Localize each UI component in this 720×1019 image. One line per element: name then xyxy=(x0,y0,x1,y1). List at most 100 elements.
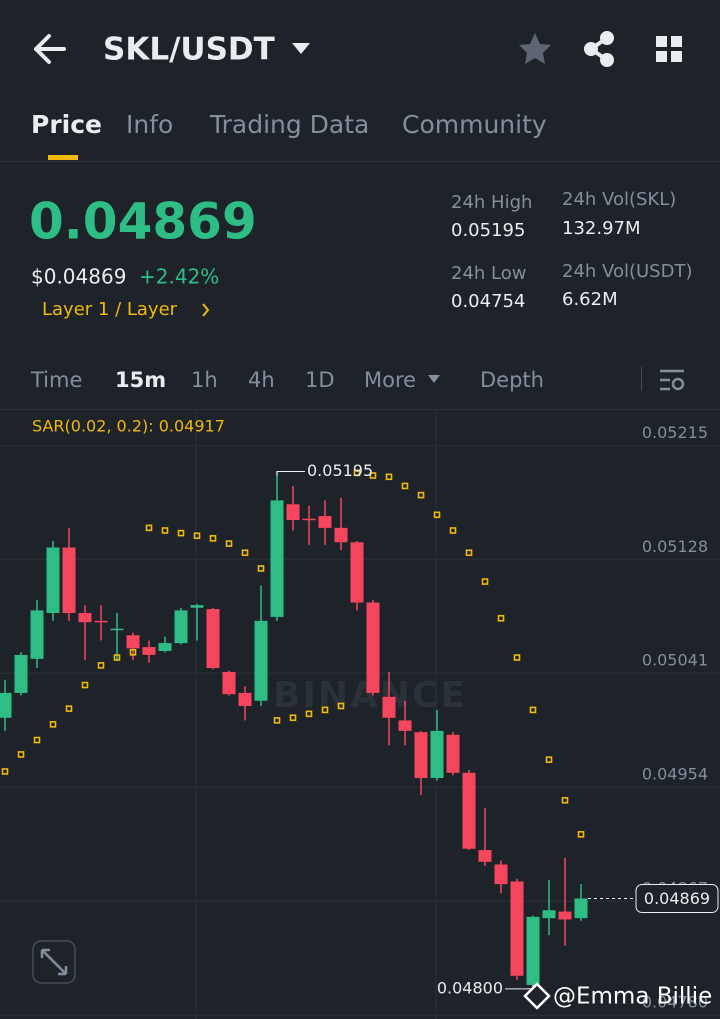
tab[interactable]: Community xyxy=(402,110,547,139)
tab[interactable]: Trading Data xyxy=(209,110,369,139)
sar-dot xyxy=(561,796,569,804)
candle-body xyxy=(542,910,556,919)
tab[interactable]: Price xyxy=(31,110,102,139)
candle-body xyxy=(254,620,268,701)
stat-value: 0.05195 xyxy=(451,220,525,241)
sar-dot xyxy=(145,524,153,532)
credit-logo xyxy=(523,982,551,1010)
candle-body xyxy=(94,620,108,623)
sar-dot xyxy=(577,831,585,838)
favorite-icon[interactable] xyxy=(519,33,551,64)
price-change: +2.42% xyxy=(139,265,219,289)
sar-dot xyxy=(81,681,89,689)
pair-title[interactable]: SKL/USDT xyxy=(103,32,275,68)
candle-body xyxy=(462,772,476,849)
candle-body xyxy=(350,542,364,603)
candle-body xyxy=(398,720,412,731)
more-dropdown[interactable] xyxy=(428,375,440,383)
y-tick-label: 0.04954 xyxy=(642,765,708,784)
candle-body xyxy=(62,547,76,613)
sar-dot xyxy=(289,714,297,722)
sar-dot xyxy=(321,706,329,714)
candle-body xyxy=(190,605,204,608)
sar-dot xyxy=(369,472,377,479)
sar-dot xyxy=(113,654,121,661)
last-price-box xyxy=(635,884,719,914)
candle-body xyxy=(366,602,380,693)
stat-label: 24h Vol(USDT) xyxy=(562,261,692,282)
sar-dot xyxy=(1,768,9,775)
tab-indicator xyxy=(48,155,78,160)
back-button[interactable] xyxy=(34,34,66,64)
sar-dot xyxy=(465,549,473,557)
sar-dot xyxy=(417,491,425,499)
sar-dot xyxy=(305,710,313,718)
stat-label: 24h High xyxy=(451,192,532,213)
interval[interactable]: Time xyxy=(30,368,82,392)
sar-dot xyxy=(545,756,553,763)
sar-dot xyxy=(337,702,345,710)
sar-dot xyxy=(529,706,537,714)
candle-body xyxy=(494,864,508,885)
grid-icon[interactable] xyxy=(656,36,682,62)
candle-body xyxy=(510,881,524,976)
last-price-label: 0.04869 xyxy=(644,889,710,908)
sar-dot xyxy=(481,578,489,585)
settings-gear xyxy=(671,377,685,391)
share-icon[interactable] xyxy=(584,31,614,67)
sar-dot xyxy=(497,614,505,622)
credit-watermark: @Emma Billie xyxy=(523,982,712,1010)
candle-body xyxy=(222,671,236,695)
expand-arrows xyxy=(40,948,68,976)
candle-body xyxy=(478,850,492,862)
sar-dot xyxy=(49,721,57,728)
sar-dot xyxy=(257,565,265,572)
candle-body xyxy=(174,610,188,644)
candle-body xyxy=(30,610,44,659)
sar-dot xyxy=(209,535,217,542)
sar-dot xyxy=(385,473,393,481)
grid-cell xyxy=(656,36,667,47)
sar-dot xyxy=(97,662,105,669)
candle-body xyxy=(46,547,60,613)
interval[interactable]: Depth xyxy=(480,368,544,392)
sar-dot xyxy=(449,527,457,534)
candle-body xyxy=(110,628,124,631)
tag-chevron[interactable] xyxy=(202,303,210,317)
interval[interactable]: 1D xyxy=(305,368,335,392)
sar-dot xyxy=(241,549,249,557)
stat-value: 0.04754 xyxy=(451,291,525,312)
sar-dot xyxy=(65,705,73,712)
grid-cell xyxy=(671,51,682,62)
sector-tag[interactable]: Layer 1 / Layer xyxy=(42,299,178,320)
interval[interactable]: 1h xyxy=(191,368,218,392)
tab[interactable]: Info xyxy=(126,110,173,139)
expand-button[interactable] xyxy=(32,940,76,984)
candle-body xyxy=(158,643,172,651)
y-tick-label: 0.04780 xyxy=(642,993,708,1012)
settings-icon[interactable] xyxy=(660,369,685,391)
sar-dot xyxy=(17,751,25,758)
settings-lines xyxy=(660,369,684,391)
candle-body xyxy=(318,516,332,528)
grid-cell xyxy=(671,36,682,47)
sar-dot xyxy=(161,527,169,534)
candle-body xyxy=(14,654,28,693)
grid-cell xyxy=(656,51,667,62)
interval[interactable]: 4h xyxy=(248,368,275,392)
interval[interactable]: More xyxy=(364,368,416,392)
sar-dot xyxy=(177,529,185,537)
candle-body xyxy=(446,734,460,773)
divider xyxy=(0,409,720,410)
candle-body xyxy=(382,696,396,718)
pair-dropdown[interactable] xyxy=(292,43,310,54)
candle-body xyxy=(526,916,540,985)
stat-label: 24h Low xyxy=(451,263,526,284)
candle-body xyxy=(334,527,348,543)
interval[interactable]: 15m xyxy=(115,368,166,392)
candle-body xyxy=(302,518,316,521)
sar-dot xyxy=(433,511,441,519)
sar-dot xyxy=(193,532,201,540)
